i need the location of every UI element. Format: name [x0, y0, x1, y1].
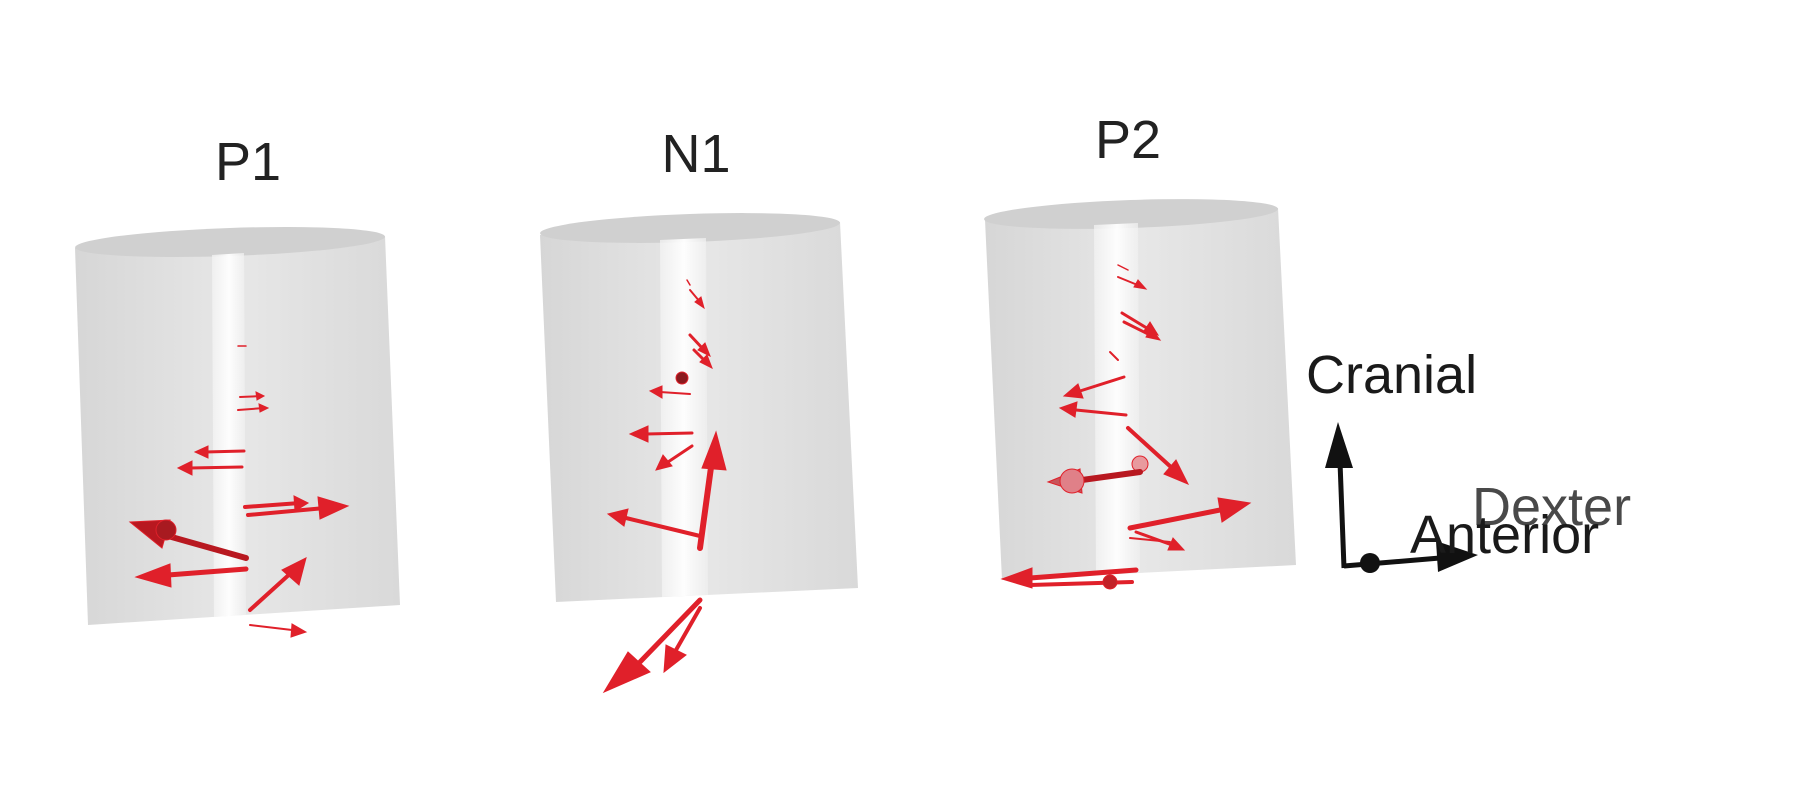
arrows-p1	[128, 345, 350, 638]
cylinder-p2	[984, 199, 1296, 580]
axes-origin	[1360, 553, 1380, 573]
cylinder-p1	[75, 226, 400, 625]
panel-title-n1: N1	[661, 124, 730, 184]
arrows-n1	[602, 279, 727, 694]
axis-label-anterior: Anterior	[1410, 505, 1599, 565]
cylinder-n1	[540, 213, 858, 602]
panel-p1: P1	[75, 132, 400, 638]
axis-label-dexter: Dexter	[1472, 477, 1631, 537]
dexter-arrow-head	[1436, 541, 1478, 572]
panel-title-p2: P2	[1095, 110, 1161, 170]
cranial-arrow-head	[1325, 422, 1353, 468]
panel-n1: N1	[540, 124, 858, 694]
panel-title-p1: P1	[215, 132, 281, 192]
orientation-axes: Cranial Dexter Anterior	[1306, 345, 1631, 573]
arrows-p2	[1000, 264, 1252, 590]
panel-p2: P2	[984, 110, 1296, 590]
axis-label-cranial: Cranial	[1306, 345, 1477, 405]
